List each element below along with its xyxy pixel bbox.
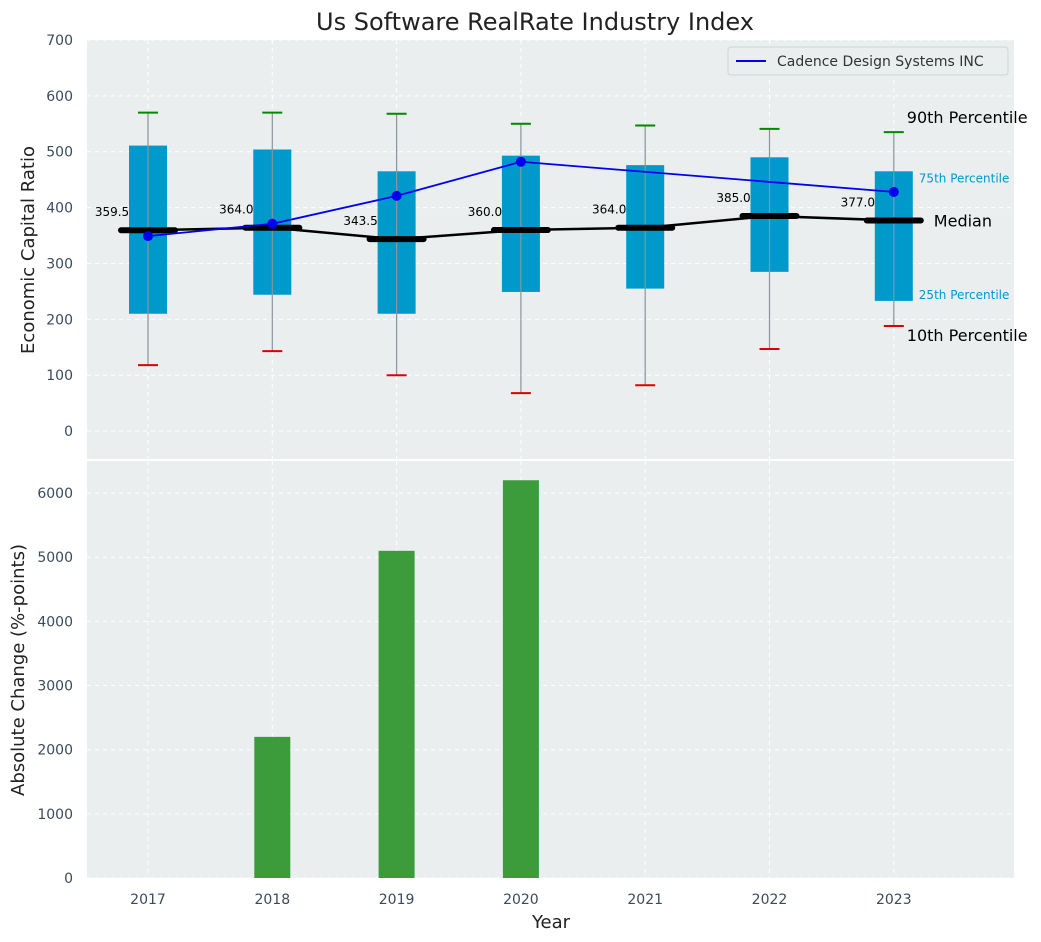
top-panel: 0 100 200 300 400 500 600 700 359.5 364.0 343.5 360… [46,33,1028,459]
company-series-point [515,156,526,167]
bottom-y-tick-label: 4000 [37,614,73,630]
company-series-point [888,186,899,197]
x-axis-label: Year [531,912,571,933]
median-value-label: 385.0 [716,191,750,205]
legend-box [727,46,1009,76]
annotation-median: Median [934,211,992,230]
median-value-label: 364.0 [219,203,253,217]
x-tick-label: 2018 [254,892,290,908]
bar [378,550,415,878]
x-tick-label: 2022 [752,892,788,908]
bottom-y-tick-label: 6000 [37,486,73,502]
bar [502,480,539,878]
top-y-tick-label: 100 [46,368,73,384]
top-y-tick-label: 200 [46,312,73,328]
median-value-label: 343.5 [343,214,377,228]
annotation-p90: 90th Percentile [907,108,1028,127]
top-y-tick-label: 700 [46,33,73,49]
bottom-y-tick-label: 3000 [37,679,73,695]
annotation-p10: 10th Percentile [907,326,1028,345]
top-y-tick-label: 400 [46,201,73,217]
median-value-label: 377.0 [841,195,875,209]
bottom-panel: 0 1000 2000 3000 4000 5000 6000 2017 2018 2019 202… [37,461,1014,908]
median-value-label: 364.0 [592,203,626,217]
bottom-y-tick-label: 0 [64,871,73,887]
legend: Cadence Design Systems INC [727,46,1009,76]
bottom-y-tick-label: 1000 [37,807,73,823]
x-tick-label: 2017 [130,892,166,908]
top-y-tick-label: 0 [64,424,73,440]
median-value-label: 359.5 [95,205,129,219]
median-value-label: 360.0 [468,205,502,219]
bottom-y-tick-label: 5000 [37,550,73,566]
x-tick-label: 2023 [876,892,912,908]
bottom-y-axis-label: Absolute Change (%-points) [8,544,29,796]
top-y-tick-label: 300 [46,256,73,272]
annotation-p75: 75th Percentile [919,171,1010,185]
bar [254,736,291,878]
bottom-plot-area [87,461,1014,878]
legend-label: Cadence Design Systems INC [777,54,984,70]
company-series-point [391,190,402,201]
top-plot-area [87,40,1014,459]
annotation-p25: 25th Percentile [919,288,1010,302]
x-tick-label: 2021 [627,892,663,908]
x-tick-label: 2020 [503,892,539,908]
top-y-tick-label: 600 [46,89,73,105]
top-y-tick-label: 500 [46,145,73,161]
company-series-point [143,231,153,242]
x-tick-label: 2019 [379,892,415,908]
chart-title: Us Software RealRate Industry Index [316,8,754,36]
top-y-axis-label: Economic Capital Ratio [18,146,39,354]
company-series-point [267,218,278,229]
bottom-y-tick-label: 2000 [37,743,73,759]
